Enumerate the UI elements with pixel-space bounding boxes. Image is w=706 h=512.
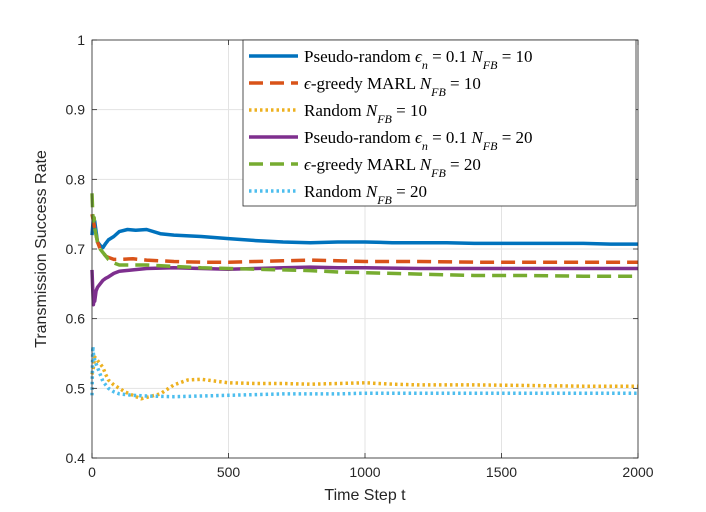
series-line-5 bbox=[90, 193, 638, 278]
x-tick-label: 0 bbox=[88, 464, 96, 480]
x-tick-label: 500 bbox=[217, 464, 241, 480]
series-line-6 bbox=[90, 344, 638, 399]
x-tick-label: 2000 bbox=[622, 464, 653, 480]
x-tick-label: 1500 bbox=[486, 464, 517, 480]
y-tick-label: 0.7 bbox=[66, 241, 86, 257]
legend-label: Pseudo-random ϵn = 0.1 NFB = 20 bbox=[304, 128, 533, 153]
y-tick-label: 0.5 bbox=[66, 380, 86, 396]
series-lines bbox=[90, 193, 638, 401]
legend-box bbox=[242, 39, 637, 207]
series-line-2 bbox=[90, 213, 638, 264]
legend-label: Pseudo-random ϵn = 0.1 NFB = 10 bbox=[304, 47, 533, 72]
y-axis-title: Transmission Success Rate bbox=[33, 150, 50, 348]
y-tick-label: 1 bbox=[77, 32, 85, 48]
y-tick-label: 0.8 bbox=[66, 171, 86, 187]
series-line-3 bbox=[90, 355, 638, 401]
legend: Pseudo-random ϵn = 0.1 NFB = 10ϵ-greedy … bbox=[242, 39, 637, 207]
axis-ticks: 0 500 1000 1500 2000 0.4 0.5 0.6 0.7 0.8 0.9 1 bbox=[66, 32, 654, 480]
y-tick-label: 0.4 bbox=[66, 450, 86, 466]
y-tick-label: 0.9 bbox=[66, 102, 86, 118]
x-tick-label: 1000 bbox=[349, 464, 380, 480]
y-tick-label: 0.6 bbox=[66, 311, 86, 327]
series-line-1 bbox=[90, 215, 638, 250]
legend-label: Random NFB = 20 bbox=[304, 182, 427, 207]
legend-label: ϵ-greedy MARL NFB = 20 bbox=[304, 155, 481, 180]
legend-label: Random NFB = 10 bbox=[304, 101, 427, 126]
legend-label: ϵ-greedy MARL NFB = 10 bbox=[304, 74, 481, 99]
x-axis-title: Time Step t bbox=[324, 487, 406, 504]
series-line-4 bbox=[90, 265, 638, 307]
